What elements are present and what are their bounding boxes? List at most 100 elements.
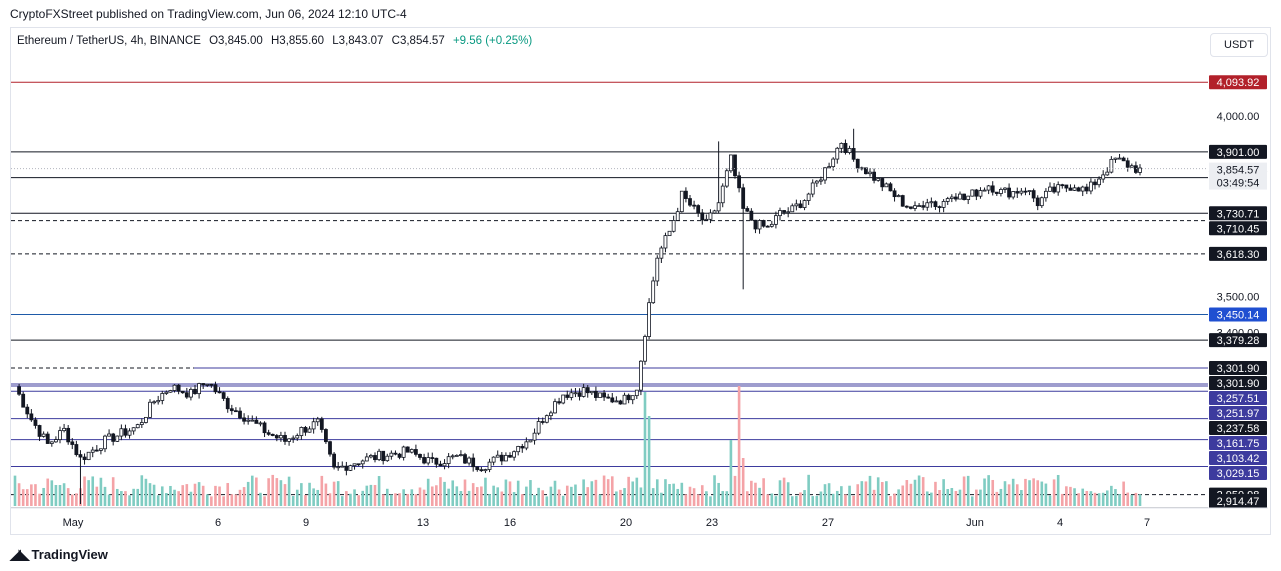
candle-body[interactable]	[1121, 157, 1126, 162]
candle-body[interactable]	[197, 383, 201, 395]
candle-body[interactable]	[1138, 167, 1142, 173]
candle-body[interactable]	[614, 400, 619, 403]
candle-body[interactable]	[994, 191, 999, 194]
candle-body[interactable]	[336, 466, 341, 469]
candle-body[interactable]	[688, 198, 692, 206]
candle-body[interactable]	[1044, 190, 1048, 199]
candle-body[interactable]	[168, 390, 173, 393]
candle-body[interactable]	[1015, 191, 1020, 194]
candle-body[interactable]	[966, 195, 971, 200]
candle-body[interactable]	[397, 453, 402, 458]
candle-body[interactable]	[737, 175, 741, 189]
candle-body[interactable]	[712, 210, 717, 214]
candle-body[interactable]	[1027, 190, 1032, 192]
candle-body[interactable]	[450, 455, 455, 458]
candle-body[interactable]	[74, 444, 79, 455]
candle-body[interactable]	[348, 465, 353, 471]
candle-body[interactable]	[1129, 165, 1134, 168]
candle-body[interactable]	[1023, 190, 1028, 193]
candle-body[interactable]	[176, 384, 181, 392]
candle-body[interactable]	[667, 230, 672, 237]
candle-body[interactable]	[532, 432, 537, 441]
candle-body[interactable]	[581, 387, 586, 397]
candle-body[interactable]	[729, 154, 733, 172]
candle-body[interactable]	[373, 455, 377, 461]
candle-body[interactable]	[78, 454, 83, 458]
candle-body[interactable]	[704, 218, 709, 221]
candle-body[interactable]	[205, 383, 210, 386]
candle-body[interactable]	[847, 148, 852, 153]
candle-body[interactable]	[557, 401, 561, 404]
candle-body[interactable]	[475, 466, 480, 471]
candle-body[interactable]	[442, 463, 447, 467]
candle-body[interactable]	[115, 435, 120, 442]
candle-body[interactable]	[1068, 187, 1073, 191]
candle-body[interactable]	[1060, 184, 1065, 187]
candle-body[interactable]	[933, 201, 938, 208]
candle-body[interactable]	[135, 424, 140, 429]
candle-body[interactable]	[1134, 165, 1138, 173]
candle-body[interactable]	[1093, 181, 1097, 186]
candle-body[interactable]	[1052, 186, 1056, 193]
candle-body[interactable]	[1097, 178, 1101, 186]
candle-body[interactable]	[831, 158, 836, 168]
candle-body[interactable]	[307, 428, 312, 433]
candle-body[interactable]	[639, 360, 643, 391]
candle-body[interactable]	[279, 435, 283, 439]
candle-body[interactable]	[589, 390, 594, 394]
candle-body[interactable]	[369, 455, 373, 458]
candle-body[interactable]	[516, 446, 521, 453]
candle-body[interactable]	[409, 449, 414, 453]
candle-body[interactable]	[189, 388, 193, 398]
candle-body[interactable]	[217, 391, 222, 394]
candle-body[interactable]	[90, 449, 95, 453]
candle-body[interactable]	[561, 394, 566, 404]
candle-body[interactable]	[283, 435, 287, 442]
candle-body[interactable]	[328, 441, 332, 455]
candle-body[interactable]	[381, 450, 386, 462]
candle-body[interactable]	[553, 401, 557, 414]
candle-body[interactable]	[131, 427, 136, 432]
candle-body[interactable]	[1048, 186, 1052, 192]
candle-body[interactable]	[954, 196, 958, 200]
candle-body[interactable]	[405, 446, 410, 453]
candle-body[interactable]	[757, 220, 762, 230]
candle-body[interactable]	[270, 433, 275, 436]
symbol-title[interactable]: Ethereum / TetherUS, 4h, BINANCE	[17, 35, 201, 47]
candle-body[interactable]	[295, 435, 300, 439]
candle-body[interactable]	[1031, 190, 1036, 199]
candle-body[interactable]	[585, 387, 590, 394]
candle-body[interactable]	[900, 195, 905, 207]
candle-body[interactable]	[896, 195, 901, 198]
candle-body[interactable]	[671, 220, 676, 232]
candle-body[interactable]	[986, 185, 991, 191]
candle-body[interactable]	[839, 142, 844, 149]
candle-body[interactable]	[888, 183, 893, 192]
candle-body[interactable]	[389, 452, 394, 457]
candle-body[interactable]	[66, 427, 71, 443]
candle-body[interactable]	[21, 393, 26, 408]
candle-body[interactable]	[1076, 187, 1081, 192]
candle-body[interactable]	[123, 428, 128, 436]
candle-body[interactable]	[311, 421, 316, 430]
candle-body[interactable]	[238, 410, 242, 419]
candle-body[interactable]	[242, 417, 246, 422]
candle-body[interactable]	[33, 419, 38, 426]
candle-body[interactable]	[438, 463, 443, 467]
candle-body[interactable]	[119, 428, 124, 437]
candle-body[interactable]	[487, 461, 492, 470]
candle-body[interactable]	[851, 148, 856, 160]
candle-body[interactable]	[1056, 184, 1061, 193]
candle-body[interactable]	[684, 190, 688, 199]
candle-body[interactable]	[414, 449, 418, 455]
candle-body[interactable]	[356, 463, 361, 466]
candle-body[interactable]	[111, 433, 116, 442]
candle-body[interactable]	[819, 179, 823, 182]
candle-body[interactable]	[152, 401, 156, 404]
candle-body[interactable]	[761, 220, 766, 227]
candle-body[interactable]	[266, 432, 271, 435]
candle-body[interactable]	[254, 419, 259, 424]
candle-body[interactable]	[58, 430, 62, 441]
candle-body[interactable]	[880, 178, 885, 188]
candle-body[interactable]	[430, 457, 435, 459]
